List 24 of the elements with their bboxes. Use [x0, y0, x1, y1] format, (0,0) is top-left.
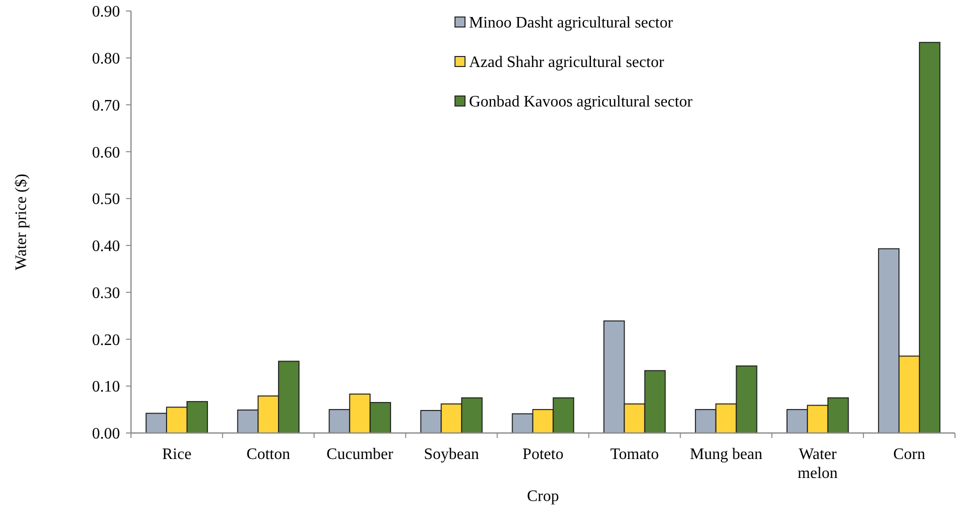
x-tick-label: Rice	[162, 446, 192, 463]
x-tick-label: Cotton	[246, 446, 290, 463]
y-tick-label: 0.90	[92, 4, 120, 21]
y-tick-label: 0.70	[92, 97, 120, 114]
legend-label: Minoo Dasht agricultural sector	[469, 14, 674, 32]
x-tick-label: Soybean	[424, 446, 479, 463]
legend-label: Azad Shahr agricultural sector	[469, 54, 665, 72]
y-tick-label: 0.00	[92, 426, 120, 443]
x-tick-label: Corn	[893, 446, 926, 463]
y-tick-label: 0.20	[92, 332, 120, 349]
y-axis-title: Water price ($)	[13, 174, 30, 270]
x-tick-label: Tomato	[610, 446, 659, 463]
y-tick-label: 0.40	[92, 238, 120, 256]
x-tick-label: Water melon	[798, 446, 838, 482]
x-tick-label: Poteto	[522, 446, 564, 463]
y-tick-label: 0.80	[92, 50, 120, 68]
y-tick-label: 0.60	[92, 144, 120, 162]
x-tick-label: Cucumber	[326, 446, 394, 463]
y-tick-label: 0.30	[92, 284, 120, 302]
x-axis-title: Crop	[527, 488, 559, 505]
x-tick-label: Mung bean	[690, 446, 762, 463]
y-tick-label: 0.10	[92, 378, 120, 396]
y-tick-label: 0.50	[92, 191, 120, 208]
legend-label: Gonbad Kavoos agricultural sector	[469, 94, 694, 111]
